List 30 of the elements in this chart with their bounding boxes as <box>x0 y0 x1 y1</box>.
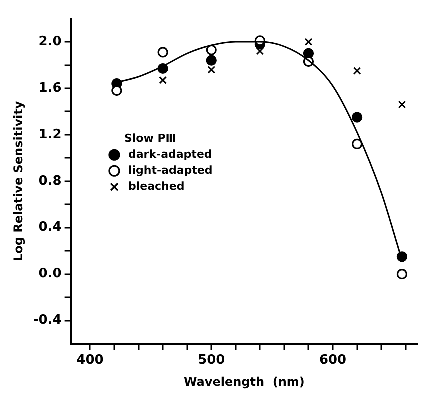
legend-label: light-adapted <box>128 164 213 177</box>
y-tick-label: -0.4 <box>33 313 62 328</box>
y-axis-title: Log Relative Sensitivity <box>11 101 26 262</box>
x-tick-label: 500 <box>198 353 226 368</box>
legend-label: dark-adapted <box>128 148 212 161</box>
point <box>208 66 216 74</box>
point <box>206 55 217 66</box>
point <box>304 38 313 46</box>
y-tick-label: 2.0 <box>38 34 62 50</box>
y-tick-label: 1.2 <box>38 127 62 142</box>
legend-title: Slow PⅢ <box>124 132 176 145</box>
x-tick-label: 600 <box>319 353 347 368</box>
legend-label: bleached <box>128 180 185 193</box>
point <box>352 138 363 150</box>
x-tick-label: 400 <box>76 353 104 368</box>
y-tick-label: 0.4 <box>38 220 62 236</box>
point <box>396 252 408 262</box>
point <box>159 76 168 84</box>
y-tick-label: 0.8 <box>38 174 62 189</box>
point <box>206 44 217 56</box>
y-tick-label: 0.0 <box>38 266 62 282</box>
point <box>352 112 363 123</box>
point <box>398 100 406 109</box>
x-axis-title: Wavelength (nm) <box>184 374 305 389</box>
point <box>158 47 168 58</box>
y-tick-label: 1.6 <box>38 80 62 96</box>
point <box>112 86 122 96</box>
point <box>256 47 264 56</box>
point <box>353 67 362 75</box>
point <box>396 269 408 280</box>
